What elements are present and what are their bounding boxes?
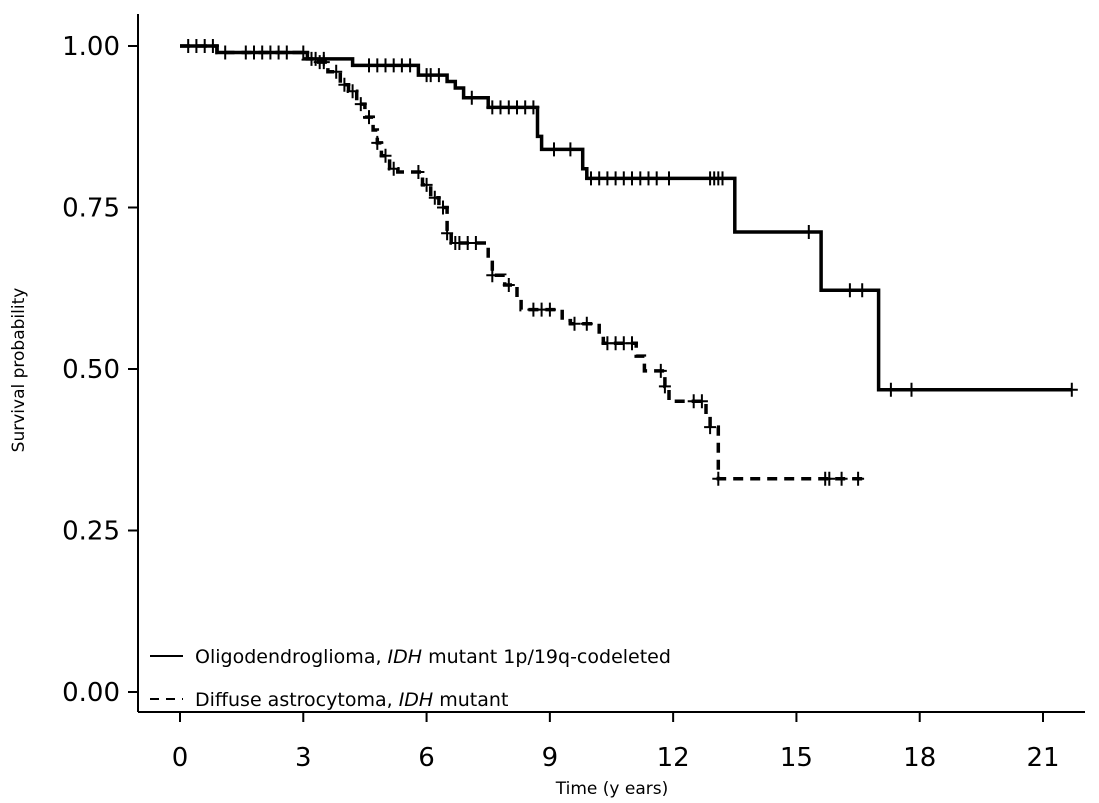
censor-mark-astrocytoma-36 — [712, 471, 725, 486]
x-tick-label-0: 0 — [172, 743, 189, 773]
censor-mark-astrocytoma-21 — [502, 278, 515, 292]
y-tick-label-0.00: 0.00 — [62, 678, 120, 708]
censor-mark-astrocytoma-12 — [420, 177, 433, 192]
censor-mark-oligodendroglioma-45 — [716, 171, 729, 186]
censor-mark-astrocytoma-3 — [330, 64, 343, 79]
censor-mark-oligodendroglioma-31 — [564, 142, 577, 157]
censor-mark-astrocytoma-5 — [346, 84, 359, 99]
series-line-astrocytoma — [180, 44, 863, 481]
censor-mark-astrocytoma-34 — [695, 394, 708, 409]
y-tick-label-1.00: 1.00 — [62, 32, 120, 62]
y-axis-title: Survival probability — [9, 288, 29, 453]
legend-entry-oligodendroglioma: Oligodendroglioma, IDH mutant 1p/19q-cod… — [195, 646, 671, 668]
censor-mark-oligodendroglioma-46 — [802, 225, 815, 239]
censor-mark-astrocytoma-40 — [852, 471, 865, 486]
censor-mark-astrocytoma-11 — [412, 165, 425, 179]
censor-mark-oligodendroglioma-30 — [548, 142, 560, 157]
x-tick-label-9: 9 — [542, 743, 559, 773]
censor-mark-astrocytoma-32 — [658, 379, 671, 394]
censor-mark-astrocytoma-10 — [387, 161, 400, 176]
censor-mark-astrocytoma-4 — [338, 77, 351, 92]
x-tick-label-3: 3 — [295, 743, 312, 773]
plot-area — [180, 39, 1078, 486]
censor-mark-oligodendroglioma-29 — [527, 100, 540, 115]
legend-entry-astrocytoma-idh: IDH — [399, 689, 434, 711]
axes — [137, 14, 1085, 713]
legend: Oligodendroglioma, IDH mutant 1p/19q-cod… — [150, 646, 671, 711]
censor-mark-oligodendroglioma-22 — [432, 68, 445, 83]
censor-mark-astrocytoma-19 — [469, 236, 482, 250]
legend-entry-astrocytoma: Diffuse astrocytoma, IDH mutant — [195, 689, 508, 711]
legend-entry-astrocytoma-part1: Diffuse astrocytoma, — [195, 689, 399, 711]
censor-mark-astrocytoma-15 — [441, 226, 454, 241]
legend-entry-astrocytoma-part3: mutant — [433, 689, 508, 711]
censor-mark-astrocytoma-13 — [428, 190, 441, 205]
censor-mark-oligodendroglioma-41 — [663, 171, 675, 186]
censor-mark-oligodendroglioma-19 — [404, 58, 417, 73]
censor-mark-astrocytoma-7 — [363, 110, 375, 125]
x-tick-label-6: 6 — [418, 743, 435, 773]
censor-mark-astrocytoma-20 — [486, 268, 499, 283]
x-tick-label-12: 12 — [657, 743, 690, 773]
y-tick-label-0.25: 0.25 — [62, 517, 120, 547]
x-tick-label-18: 18 — [903, 743, 936, 773]
censor-mark-oligodendroglioma-50 — [905, 382, 918, 397]
censor-mark-oligodendroglioma-47 — [843, 283, 856, 298]
censor-mark-astrocytoma-2 — [317, 55, 330, 70]
x-tick-label-15: 15 — [780, 743, 813, 773]
censor-mark-oligodendroglioma-48 — [856, 283, 869, 298]
y-tick-label-0.75: 0.75 — [62, 194, 120, 224]
tick-group: 0 3 6 9 12 15 18 21 0.00 0.25 0.50 0.75 1.00 — [62, 32, 1059, 773]
censor-mark-astrocytoma-39 — [835, 471, 848, 486]
censor-mark-astrocytoma-26 — [580, 316, 593, 331]
x-axis-title: Time (y ears) — [555, 779, 668, 799]
censor-mark-astrocytoma-8 — [371, 135, 384, 150]
censor-mark-astrocytoma-30 — [626, 336, 638, 351]
series-line-oligodendroglioma — [180, 44, 1072, 392]
censor-mark-astrocytoma-0 — [305, 51, 318, 66]
y-tick-label-0.50: 0.50 — [62, 355, 120, 385]
censor-mark-astrocytoma-25 — [568, 316, 581, 331]
censor-mark-oligodendroglioma-23 — [465, 90, 478, 105]
censor-mark-oligodendroglioma-49 — [884, 382, 897, 397]
censor-mark-oligodendroglioma-51 — [1065, 382, 1078, 397]
censor-mark-astrocytoma-24 — [543, 302, 556, 317]
censor-mark-oligodendroglioma-40 — [650, 171, 663, 186]
censor-mark-astrocytoma-35 — [704, 420, 717, 435]
legend-entry-oligodendroglioma-part3: mutant 1p/19q-codeleted — [422, 646, 671, 668]
censor-mark-astrocytoma-9 — [379, 148, 392, 163]
legend-entry-oligodendroglioma-part1: Oligodendroglioma, — [195, 646, 388, 668]
censor-mark-astrocytoma-14 — [437, 200, 449, 215]
x-tick-label-21: 21 — [1026, 743, 1059, 773]
censor-mark-astrocytoma-38 — [823, 471, 836, 486]
censor-mark-astrocytoma-6 — [354, 97, 367, 112]
legend-entry-oligodendroglioma-idh: IDH — [388, 646, 423, 668]
censor-mark-astrocytoma-31 — [654, 363, 667, 378]
